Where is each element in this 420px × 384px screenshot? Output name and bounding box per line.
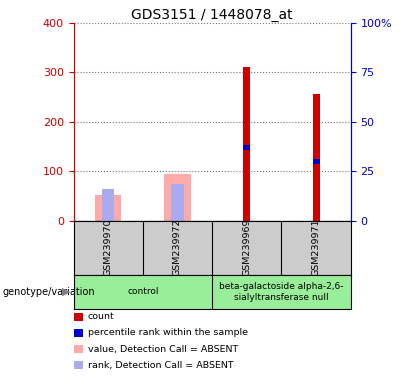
Bar <box>312 159 320 164</box>
Bar <box>243 66 250 221</box>
Text: GSM239971: GSM239971 <box>312 219 320 276</box>
Bar <box>312 94 320 221</box>
Text: GSM239972: GSM239972 <box>173 219 182 276</box>
Text: count: count <box>88 312 115 321</box>
Text: rank, Detection Call = ABSENT: rank, Detection Call = ABSENT <box>88 361 234 370</box>
Text: percentile rank within the sample: percentile rank within the sample <box>88 328 248 338</box>
Text: genotype/variation: genotype/variation <box>2 287 95 297</box>
Bar <box>164 174 191 221</box>
Bar <box>171 184 184 221</box>
Bar <box>95 195 121 221</box>
Bar <box>102 189 114 221</box>
Bar <box>243 145 250 150</box>
Text: control: control <box>127 287 159 296</box>
Text: beta-galactoside alpha-2,6-
sialyltransferase null: beta-galactoside alpha-2,6- sialyltransf… <box>219 282 344 301</box>
Text: GSM239969: GSM239969 <box>242 219 251 276</box>
Text: value, Detection Call = ABSENT: value, Detection Call = ABSENT <box>88 344 238 354</box>
Text: GSM239970: GSM239970 <box>104 219 113 276</box>
Title: GDS3151 / 1448078_at: GDS3151 / 1448078_at <box>131 8 293 22</box>
Text: ▶: ▶ <box>62 287 71 297</box>
